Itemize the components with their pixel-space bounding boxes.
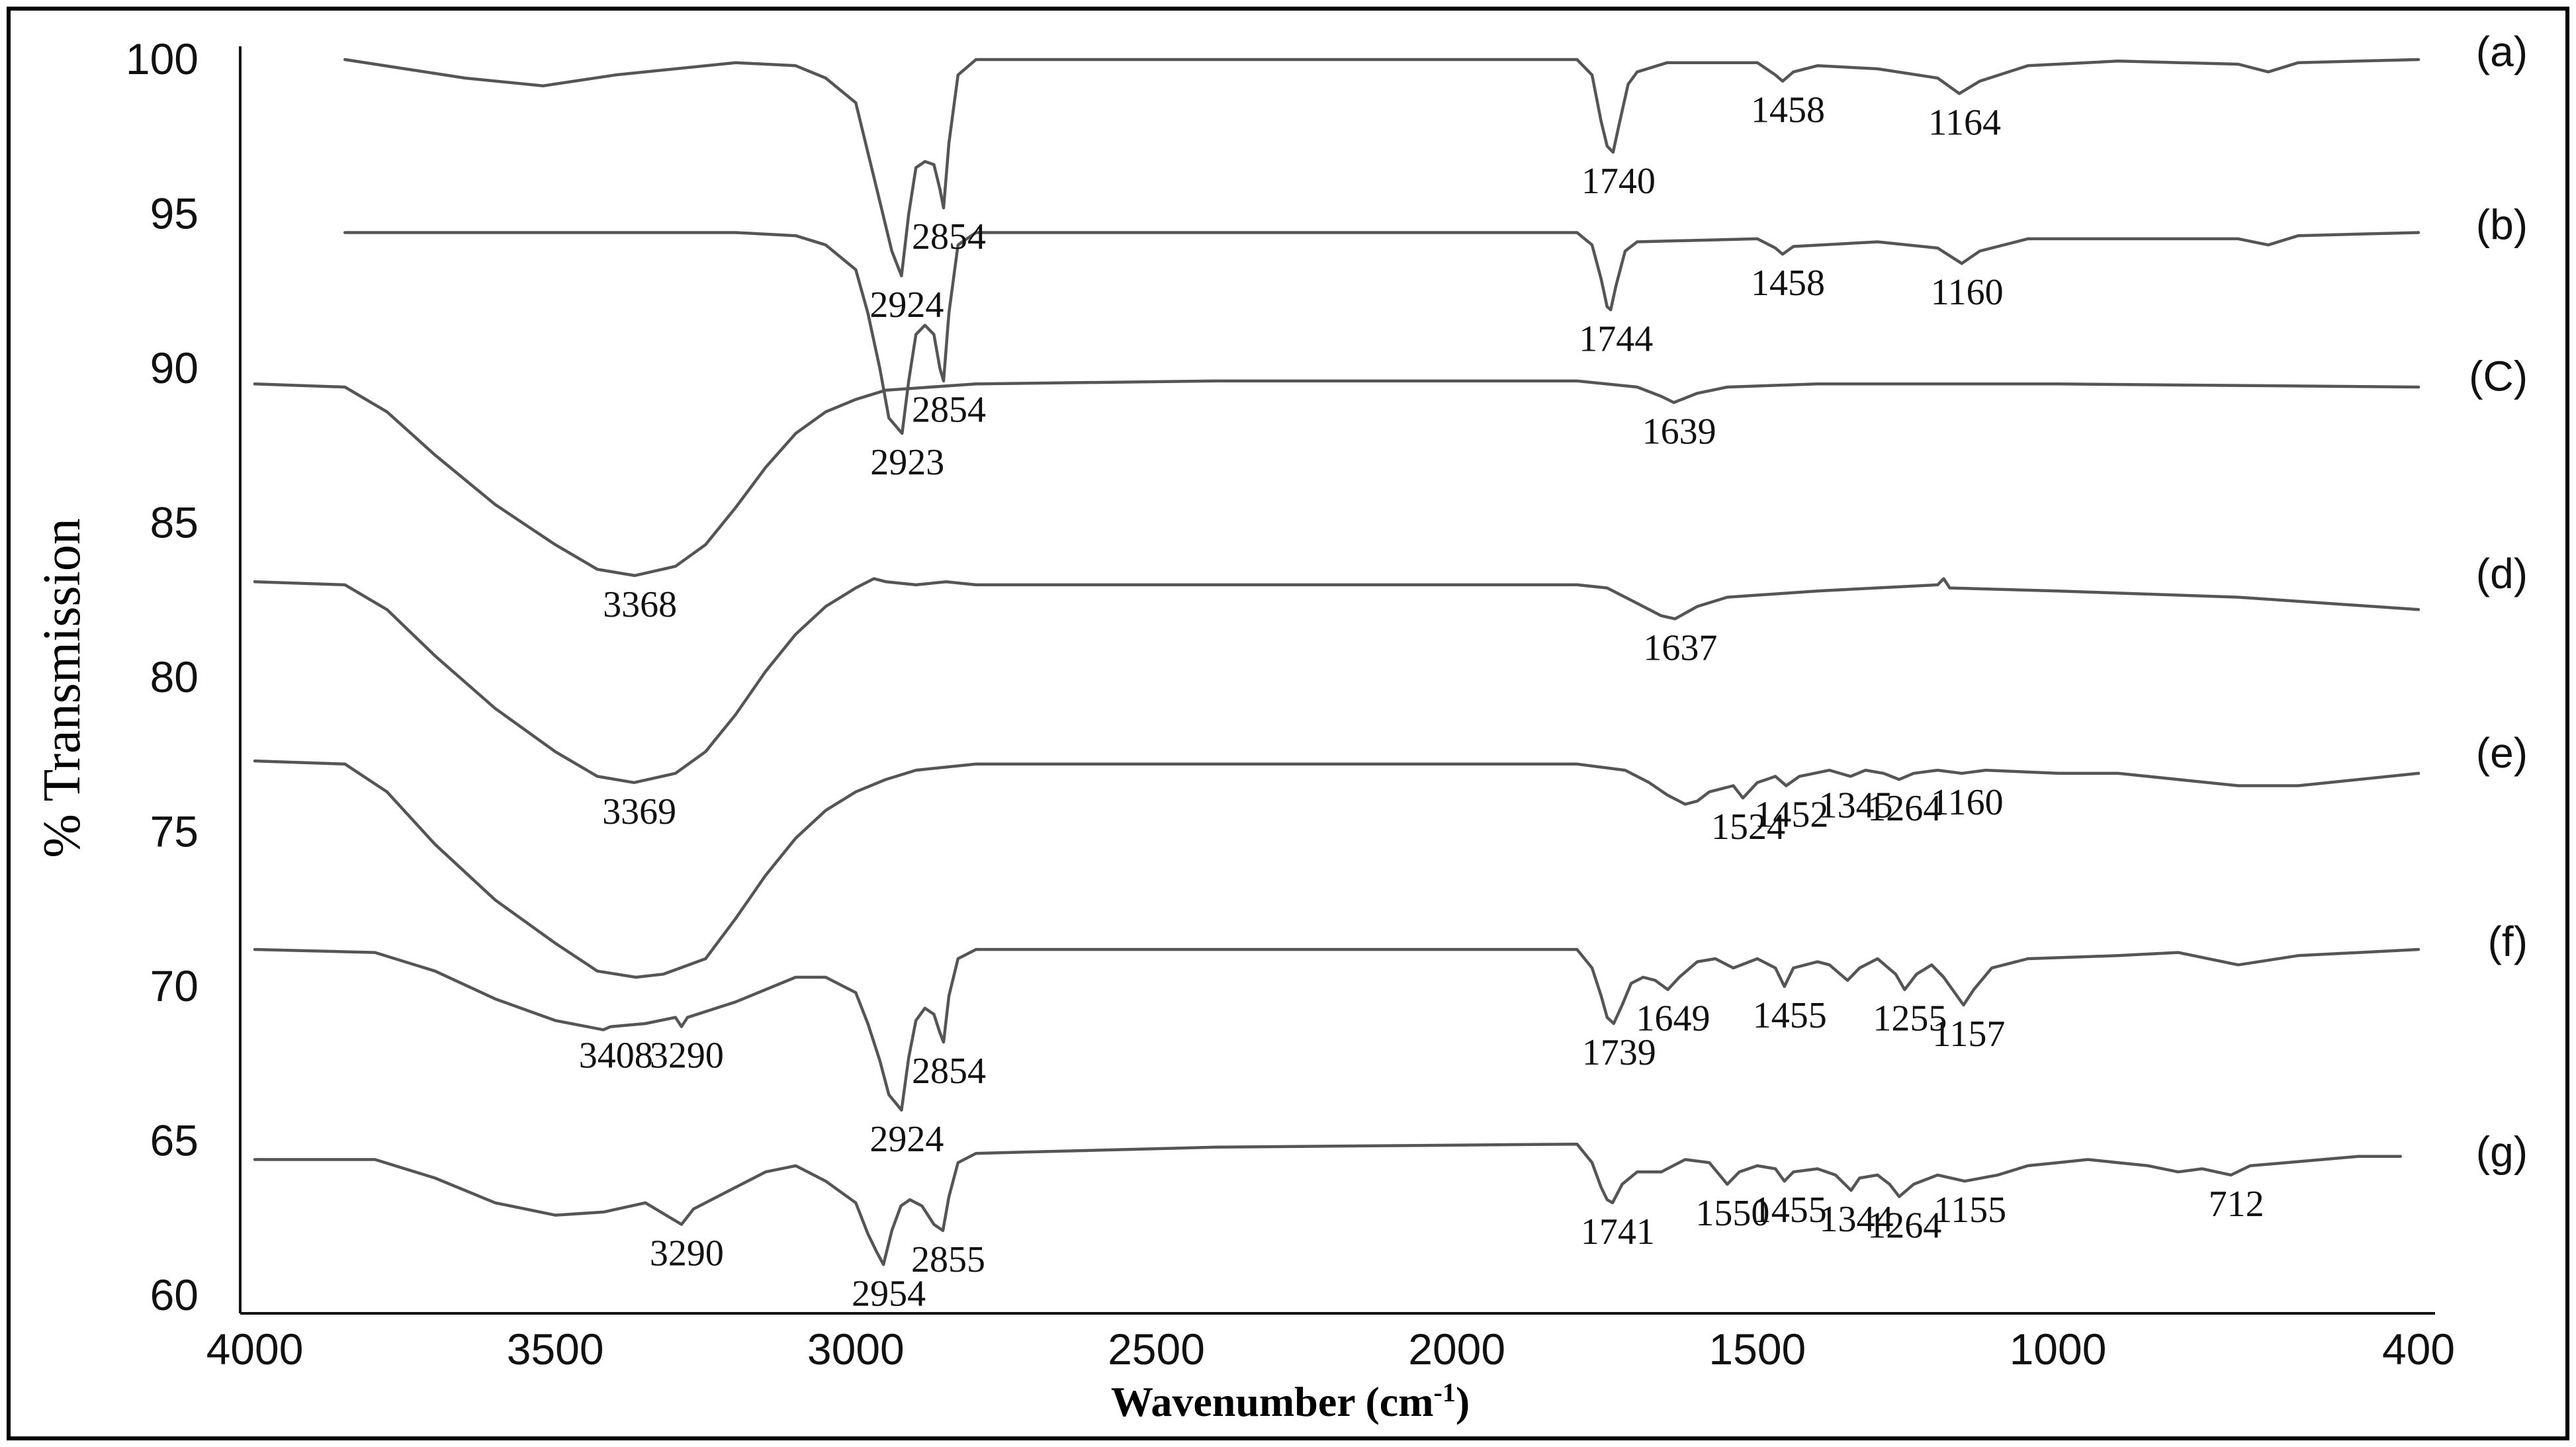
peak-label: 712 [2209, 1184, 2264, 1225]
x-axis-title: Wavenumber (cm-1) [1111, 1378, 1470, 1425]
peak-label: 2954 [852, 1273, 926, 1314]
peak-label: 1649 [1636, 998, 1710, 1039]
peak-label: 1740 [1581, 161, 1656, 202]
peak-label: 1639 [1642, 411, 1716, 452]
peak-label: 1452 [1754, 794, 1828, 835]
trace-label: (g) [2476, 1128, 2528, 1176]
spectrum-trace [253, 947, 2421, 1112]
peak-label: 1264 [1867, 788, 1941, 829]
peak-label: 2854 [912, 216, 986, 257]
peak-label: 1164 [1928, 102, 2001, 143]
peak-label: 2924 [869, 1119, 944, 1160]
trace-label: (C) [2469, 352, 2528, 400]
y-tick-label: 90 [150, 343, 199, 392]
peak-label: 1157 [1932, 1014, 2005, 1055]
trace-label: (a) [2476, 28, 2528, 75]
peak-label: 2923 [870, 442, 944, 483]
spectrum-trace [253, 1142, 2403, 1266]
x-tick-label: 3500 [507, 1325, 604, 1374]
peak-label: 1455 [1753, 1190, 1827, 1231]
y-tick-label: 85 [150, 498, 199, 547]
peak-label: 1550 [1695, 1193, 1769, 1234]
peak-label: 2854 [912, 390, 986, 431]
spectrum-trace [253, 577, 2421, 785]
y-tick-label: 70 [150, 961, 199, 1010]
y-tick-label: 60 [150, 1270, 199, 1319]
y-tick-label: 65 [150, 1116, 199, 1165]
y-axis-title: % Transmission [33, 518, 91, 857]
peak-label: 1160 [1931, 782, 2004, 823]
peak-label: 1637 [1643, 627, 1717, 668]
y-tick-label: 95 [150, 189, 199, 238]
x-tick-label: 3000 [807, 1325, 905, 1374]
peak-label: 3369 [602, 791, 676, 832]
peak-label: 1155 [1933, 1190, 2006, 1231]
x-tick-label: 2500 [1108, 1325, 1205, 1374]
trace-label: (e) [2476, 729, 2528, 777]
x-tick-label: 1000 [2010, 1325, 2107, 1374]
peak-label: 2854 [912, 1051, 986, 1092]
x-axis-title-close: ) [1456, 1378, 1470, 1425]
trace-label: (f) [2488, 918, 2528, 965]
peak-label: 1455 [1753, 995, 1827, 1036]
x-tick-labels: 4000 3500 3000 2500 2000 1500 1000 400 [206, 1325, 2455, 1374]
peak-label: 1458 [1751, 90, 1825, 131]
peak-label: 1160 [1931, 272, 2004, 313]
peak-label: 1255 [1873, 998, 1947, 1039]
peak-label: 1458 [1751, 263, 1825, 304]
x-tick-label: 4000 [206, 1325, 304, 1374]
trace-label: (b) [2476, 201, 2528, 249]
peak-label: 1741 [1581, 1211, 1655, 1252]
x-axis-title-sup: -1 [1434, 1378, 1456, 1407]
spectrum-trace [343, 58, 2421, 278]
peak-label: 3290 [650, 1233, 724, 1274]
trace-labels: (a) (b) (C) (d) (e) (f) (g) [2469, 28, 2528, 1176]
peak-label: 3368 [603, 584, 677, 625]
peak-label: 1524 [1711, 807, 1785, 848]
y-tick-labels: 100 95 90 85 80 75 70 65 60 [126, 34, 199, 1319]
peak-label: 1739 [1582, 1032, 1656, 1073]
spectra-traces [253, 58, 2421, 1266]
peak-label: 1345 [1819, 785, 1893, 826]
axes [239, 46, 2435, 1315]
y-tick-label: 75 [150, 807, 199, 856]
peak-label: 2924 [869, 285, 944, 326]
trace-label: (d) [2476, 550, 2528, 597]
y-tick-label: 100 [126, 34, 199, 83]
peak-label: 1344 [1820, 1199, 1894, 1240]
peak-label: 3290 [650, 1035, 724, 1076]
peak-label: 2855 [911, 1239, 985, 1280]
x-tick-label: 1500 [1709, 1325, 1806, 1374]
y-tick-label: 80 [150, 652, 199, 701]
spectrum-trace [253, 759, 2421, 979]
spectrum-trace [253, 379, 2421, 578]
figure-frame [7, 7, 2569, 1440]
x-tick-label: 400 [2382, 1325, 2455, 1374]
peak-label: 1264 [1867, 1206, 1941, 1247]
peak-label: 3408 [579, 1035, 653, 1076]
x-tick-label: 2000 [1408, 1325, 1505, 1374]
peak-label: 1744 [1579, 318, 1653, 359]
x-axis-title-text: Wavenumber (cm [1111, 1378, 1434, 1425]
spectrum-trace [343, 231, 2421, 435]
peak-labels: 2924 2854 1740 1458 1164 2923 2854 1744 1458 1160… [579, 90, 2264, 1315]
